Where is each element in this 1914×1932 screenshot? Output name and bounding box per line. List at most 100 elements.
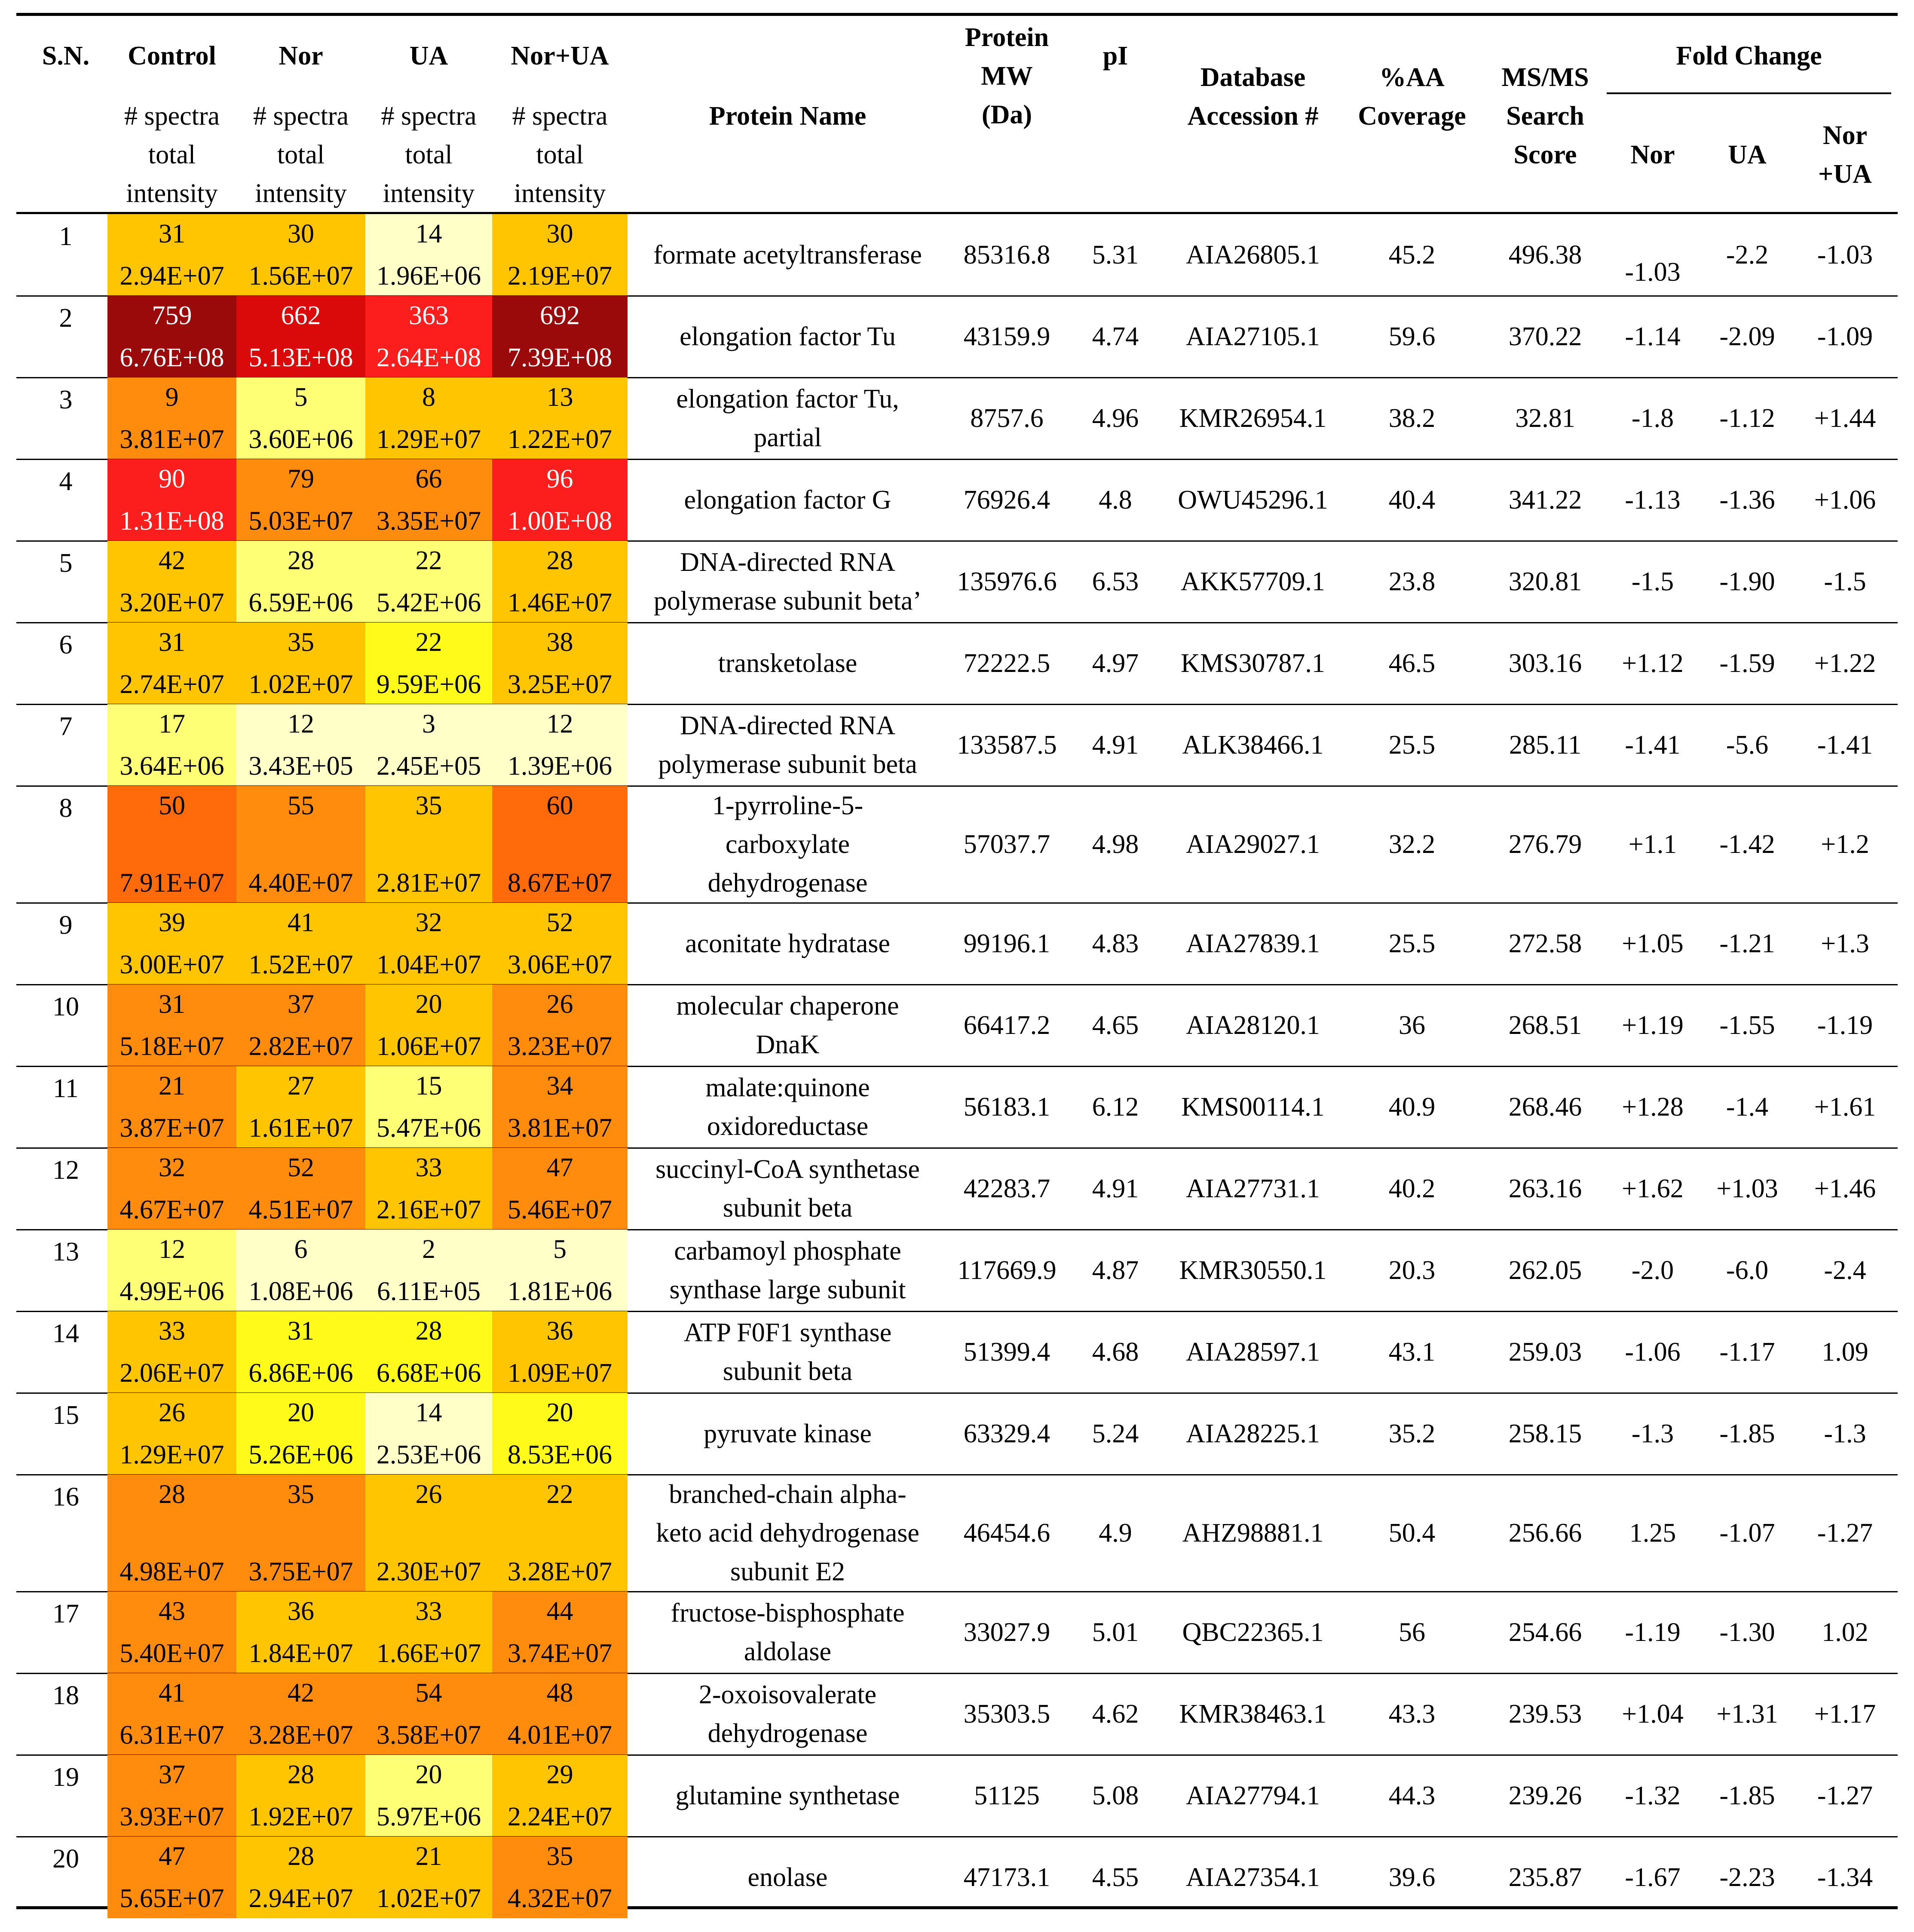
- nor-intensity-value: 2.82E+07: [248, 1032, 353, 1061]
- fc-nor-value: +1.05: [1622, 929, 1684, 958]
- table-row: 16 28 4.98E+07 35 3.75E+07 26 2.30E+07 22 3.28E+…: [0, 1475, 1914, 1592]
- table-row: 11 21 3.87E+07 27 1.61E+07 15 5.47E+06 34 3.81E+…: [0, 1066, 1914, 1148]
- row-separator: [16, 1474, 1898, 1475]
- cell-accession: AKK57709.1: [1165, 541, 1341, 623]
- fc-ua-value: -1.4: [1726, 1092, 1769, 1122]
- score-value: 276.79: [1508, 830, 1582, 859]
- accession-value: KMS00114.1: [1181, 1092, 1325, 1122]
- pi-value: 5.08: [1092, 1781, 1139, 1810]
- sn-value: 12: [52, 1156, 79, 1185]
- table-row: 18 41 6.31E+07 42 3.28E+07 54 3.58E+07 48 4.01E+…: [0, 1673, 1914, 1755]
- pi-value: 5.31: [1092, 240, 1139, 270]
- fc-norua-value: +1.2: [1821, 830, 1869, 859]
- cell-coverage: 39.6: [1341, 1837, 1483, 1918]
- fc-ua-value: -2.23: [1719, 1863, 1775, 1892]
- fc-nor-value: +1.62: [1622, 1174, 1684, 1203]
- fc-ua-value: -1.36: [1719, 485, 1775, 515]
- cell-norua: 36 1.09E+07: [492, 1311, 628, 1393]
- fc-nor-value: -1.67: [1625, 1863, 1681, 1892]
- cell-ua: 54 3.58E+07: [365, 1673, 492, 1755]
- row-separator: [16, 1147, 1898, 1149]
- cell-accession: QBC22365.1: [1165, 1592, 1341, 1673]
- cell-coverage: 56: [1341, 1592, 1483, 1673]
- cell-protein-name: elongation factor Tu: [628, 296, 948, 377]
- ua-intensity-value: 5.42E+06: [376, 588, 481, 617]
- ua-intensity-value: 2.64E+08: [376, 343, 481, 372]
- ua-intensity-value: 2.30E+07: [376, 1557, 481, 1586]
- cell-pi: 4.83: [1066, 903, 1165, 984]
- cell-accession: AIA27354.1: [1165, 1837, 1341, 1918]
- accession-value: ALK38466.1: [1182, 730, 1324, 760]
- cell-score: 262.05: [1483, 1230, 1608, 1311]
- cell-nor: 31 6.86E+06: [236, 1311, 365, 1393]
- fc-nor-value: -1.14: [1625, 322, 1681, 351]
- cell-fc-ua: -1.59: [1698, 623, 1797, 704]
- control-spectra-value: 90: [159, 464, 185, 494]
- norua-spectra-value: 29: [546, 1760, 573, 1789]
- protein-name-line: branched-chain alpha-: [669, 1480, 906, 1509]
- cell-protein-name: pyruvate kinase: [628, 1393, 948, 1475]
- protein-name-line: ATP F0F1 synthase: [683, 1318, 892, 1347]
- accession-value: AHZ98881.1: [1182, 1518, 1324, 1548]
- header-coverage-2: Coverage: [1358, 101, 1466, 131]
- cell-sn: 7: [16, 704, 115, 788]
- header-score-2: Search: [1506, 101, 1584, 131]
- control-intensity-value: 3.64E+06: [119, 751, 224, 781]
- ua-spectra-value: 20: [415, 1760, 442, 1789]
- cell-coverage: 40.9: [1341, 1066, 1483, 1148]
- mw-value: 35303.5: [963, 1699, 1050, 1729]
- accession-value: AIA28597.1: [1186, 1337, 1320, 1367]
- cell-sn: 5: [16, 541, 115, 625]
- table-top-rule: [16, 13, 1898, 16]
- cell-score: 272.58: [1483, 903, 1608, 984]
- cell-ua: 32 1.04E+07: [365, 903, 492, 984]
- cell-ua: 66 3.35E+07: [365, 459, 492, 541]
- ua-intensity-value: 3.35E+07: [376, 506, 481, 536]
- cell-accession: OWU45296.1: [1165, 459, 1341, 541]
- cell-pi: 4.91: [1066, 704, 1165, 786]
- score-value: 239.53: [1508, 1699, 1582, 1729]
- cell-pi: 5.08: [1066, 1755, 1165, 1837]
- fc-ua-value: +1.31: [1716, 1699, 1778, 1729]
- cell-ua: 35 2.81E+07: [365, 786, 492, 903]
- cell-score: 370.22: [1483, 296, 1608, 377]
- cell-nor: 52 4.51E+07: [236, 1148, 365, 1230]
- subheader-norua-intensity: intensity: [514, 179, 606, 208]
- cell-control: 31 2.94E+07: [107, 214, 236, 296]
- cell-score: 254.66: [1483, 1592, 1608, 1673]
- pi-value: 4.68: [1092, 1337, 1139, 1367]
- table-row: 17 43 5.40E+07 36 1.84E+07 33 1.66E+07 44 3.74E+…: [0, 1592, 1914, 1673]
- fc-nor-value: +1.12: [1622, 649, 1684, 678]
- norua-spectra-value: 34: [546, 1071, 573, 1101]
- ua-spectra-value: 33: [415, 1597, 442, 1626]
- cell-score: 276.79: [1483, 786, 1608, 903]
- cell-fc-ua: -1.90: [1698, 541, 1797, 623]
- coverage-value: 40.9: [1388, 1092, 1436, 1122]
- protein-name-line: oxidoreductase: [707, 1112, 869, 1141]
- norua-intensity-value: 5.46E+07: [507, 1195, 612, 1224]
- cell-ua: 28 6.68E+06: [365, 1311, 492, 1393]
- cell-sn: 10: [16, 984, 115, 1069]
- nor-intensity-value: 1.52E+07: [248, 950, 353, 979]
- subheader-norua-spectra: # spectra: [512, 101, 608, 131]
- mw-value: 76926.4: [963, 485, 1050, 515]
- cell-fc-ua: -1.12: [1698, 377, 1797, 459]
- cell-fc-ua: +1.03: [1698, 1148, 1797, 1230]
- cell-mw: 76926.4: [948, 459, 1066, 541]
- cell-coverage: 59.6: [1341, 296, 1483, 377]
- cell-protein-name: molecular chaperone DnaK: [628, 984, 948, 1066]
- cell-fc-nor: -1.5: [1608, 541, 1698, 623]
- coverage-value: 35.2: [1388, 1419, 1436, 1448]
- cell-nor: 79 5.03E+07: [236, 459, 365, 541]
- cell-control: 17 3.64E+06: [107, 704, 236, 786]
- fc-ua-value: -1.17: [1719, 1337, 1775, 1367]
- cell-score: 320.81: [1483, 541, 1608, 623]
- cell-ua: 22 5.42E+06: [365, 541, 492, 623]
- row-separator: [16, 377, 1898, 378]
- table-row: 12 32 4.67E+07 52 4.51E+07 33 2.16E+07 47 5.46E+…: [0, 1148, 1914, 1230]
- cell-fc-nor: -1.8: [1608, 377, 1698, 459]
- control-spectra-value: 17: [159, 709, 185, 739]
- cell-norua: 30 2.19E+07: [492, 214, 628, 296]
- subheader-ua-spectra: # spectra: [381, 101, 477, 131]
- cell-fc-norua: +1.22: [1797, 623, 1893, 704]
